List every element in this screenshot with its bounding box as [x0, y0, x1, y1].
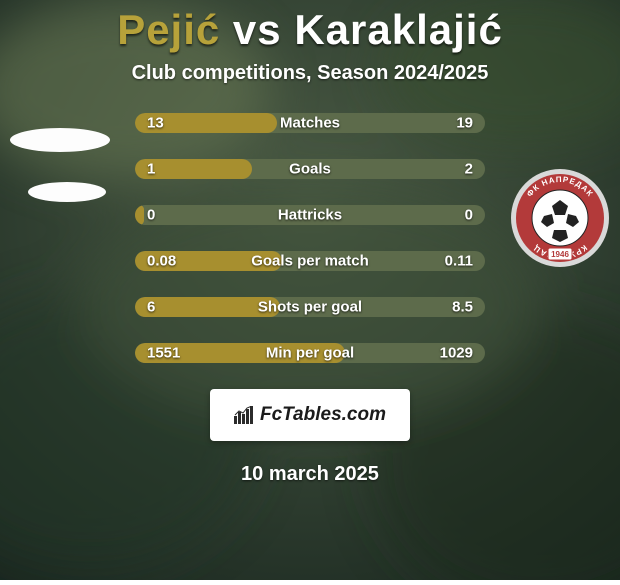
- stat-value-left: 1: [147, 161, 155, 178]
- chart-icon: [234, 406, 254, 424]
- stat-row: 13 Matches 19: [135, 113, 485, 133]
- stat-label: Goals per match: [251, 253, 369, 270]
- footer-date: 10 march 2025: [241, 463, 379, 486]
- badge-ellipse: [10, 128, 110, 152]
- stat-value-left: 1551: [147, 345, 180, 362]
- stat-label: Matches: [280, 115, 340, 132]
- stat-row: 6 Shots per goal 8.5: [135, 297, 485, 317]
- stat-label: Shots per goal: [258, 299, 362, 316]
- title-vs: vs: [220, 6, 294, 53]
- stat-label: Goals: [289, 161, 331, 178]
- subtitle: Club competitions, Season 2024/2025: [132, 62, 489, 85]
- footer-logo[interactable]: FcTables.com: [210, 389, 410, 441]
- stat-label: Hattricks: [278, 207, 342, 224]
- page-title: Pejić vs Karaklajić: [117, 6, 503, 54]
- stat-row: 1 Goals 2: [135, 159, 485, 179]
- crest-icon: ФК НАПРЕДАК КРУШЕВАЦ 1946: [510, 168, 610, 268]
- stat-value-left: 0: [147, 207, 155, 224]
- stat-value-right: 0: [465, 207, 473, 224]
- stat-bar-fill: [135, 205, 144, 225]
- stat-label: Min per goal: [266, 345, 354, 362]
- stat-value-right: 19: [456, 115, 473, 132]
- title-left: Pejić: [117, 6, 220, 53]
- player-badge-left: [10, 120, 110, 220]
- stat-value-left: 6: [147, 299, 155, 316]
- crest-year: 1946: [551, 250, 569, 259]
- team-crest-right: ФК НАПРЕДАК КРУШЕВАЦ 1946: [510, 168, 610, 268]
- stat-row: 0 Hattricks 0: [135, 205, 485, 225]
- stat-value-left: 13: [147, 115, 164, 132]
- title-right: Karaklajić: [294, 6, 502, 53]
- footer-logo-text: FcTables.com: [260, 404, 386, 426]
- badge-ellipse: [28, 182, 106, 202]
- stat-value-left: 0.08: [147, 253, 176, 270]
- stat-row: 0.08 Goals per match 0.11: [135, 251, 485, 271]
- stat-value-right: 0.11: [445, 253, 473, 270]
- stat-value-right: 1029: [440, 345, 473, 362]
- stat-value-right: 2: [465, 161, 473, 178]
- content: Pejić vs Karaklajić Club competitions, S…: [0, 0, 620, 580]
- stat-value-right: 8.5: [452, 299, 473, 316]
- stat-row: 1551 Min per goal 1029: [135, 343, 485, 363]
